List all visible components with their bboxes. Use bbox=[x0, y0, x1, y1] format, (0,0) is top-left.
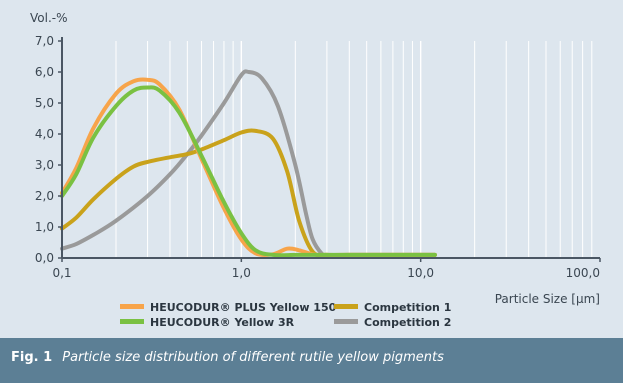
legend-item-competition-1: Competition 1 bbox=[334, 301, 451, 314]
y-tick-label: 6,0 bbox=[35, 65, 54, 79]
legend-item-heucodur-yellow-3r: HEUCODUR® Yellow 3R bbox=[120, 316, 295, 329]
x-tick-label: 10,0 bbox=[407, 266, 434, 280]
line-chart: Vol.-% 0,0 1,0 2,0 3,0 4,0 5,0 6,0 7,0 0,1 1,0 10… bbox=[30, 11, 601, 329]
x-axis-label: Particle Size [µm] bbox=[495, 292, 600, 306]
y-tick-label: 7,0 bbox=[35, 34, 54, 48]
axes bbox=[58, 37, 601, 262]
y-tick-label: 0,0 bbox=[35, 251, 54, 265]
series-line-competition-2 bbox=[60, 69, 437, 258]
x-tick-label: 100,0 bbox=[566, 266, 600, 280]
legend-item-heucodur-plus-yellow-150: HEUCODUR® PLUS Yellow 150 bbox=[120, 301, 337, 314]
y-tick-label: 4,0 bbox=[35, 127, 54, 141]
y-tick-label: 1,0 bbox=[35, 220, 54, 234]
legend: HEUCODUR® PLUS Yellow 150 HEUCODUR® Yello… bbox=[120, 301, 451, 329]
caption-label: Fig. 1 bbox=[11, 350, 53, 365]
legend-label: Competition 1 bbox=[364, 301, 451, 314]
series-line-heucodur-yellow-3r bbox=[60, 85, 437, 258]
series-lines bbox=[60, 69, 437, 258]
x-tick-label: 1,0 bbox=[232, 266, 251, 280]
legend-swatch bbox=[120, 319, 144, 324]
legend-swatch bbox=[334, 319, 358, 324]
legend-label: HEUCODUR® PLUS Yellow 150 bbox=[150, 301, 337, 314]
x-tick-label: 0,1 bbox=[52, 266, 71, 280]
legend-swatch bbox=[334, 304, 358, 309]
grid-lines bbox=[115, 41, 593, 258]
legend-label: HEUCODUR® Yellow 3R bbox=[150, 316, 295, 329]
y-tick-labels: 0,0 1,0 2,0 3,0 4,0 5,0 6,0 7,0 bbox=[35, 34, 54, 265]
y-tick-label: 2,0 bbox=[35, 189, 54, 203]
figure-caption: Fig. 1 Particle size distribution of dif… bbox=[0, 338, 623, 383]
series-line-competition-1 bbox=[60, 128, 437, 258]
legend-label: Competition 2 bbox=[364, 316, 451, 329]
legend-item-competition-2: Competition 2 bbox=[334, 316, 451, 329]
y-tick-label: 5,0 bbox=[35, 96, 54, 110]
caption-text: Particle size distribution of different … bbox=[62, 350, 444, 365]
x-tick-labels: 0,1 1,0 10,0 100,0 bbox=[52, 266, 600, 280]
y-axis-label: Vol.-% bbox=[30, 11, 68, 25]
y-tick-label: 3,0 bbox=[35, 158, 54, 172]
legend-swatch bbox=[120, 304, 144, 309]
